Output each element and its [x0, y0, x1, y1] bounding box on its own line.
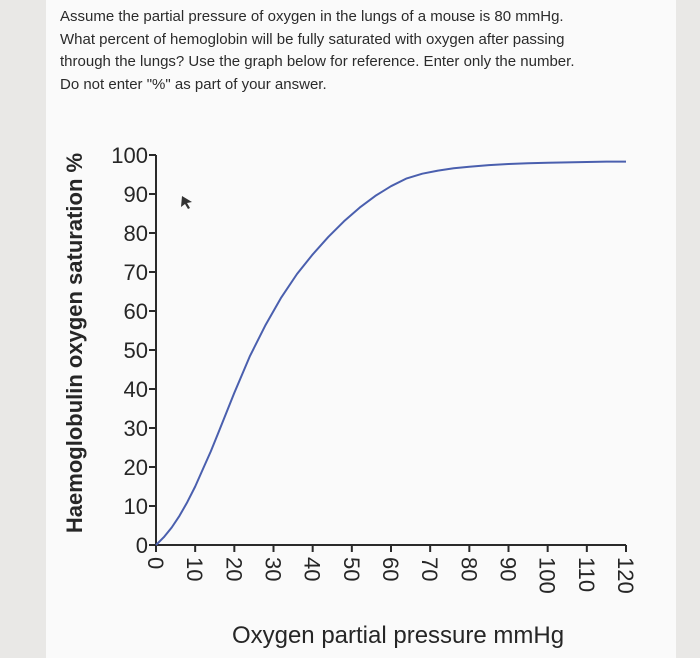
x-tick-label: 80 [456, 557, 481, 581]
x-tick-label: 70 [417, 557, 442, 581]
y-tick-label: 90 [124, 182, 148, 207]
y-axis-title: Haemoglobulin oxygen saturation % [62, 153, 87, 533]
x-tick-label: 0 [143, 557, 168, 569]
x-axis-title: Oxygen partial pressure mmHg [232, 622, 564, 649]
y-tick-label: 100 [111, 143, 148, 168]
x-tick-label: 50 [339, 557, 364, 581]
y-tick-label: 40 [124, 377, 148, 402]
y-tick-label: 30 [124, 416, 148, 441]
x-tick-label: 40 [300, 557, 325, 581]
x-tick-label: 60 [378, 557, 403, 581]
y-tick-label: 0 [136, 533, 148, 558]
y-tick-label: 10 [124, 494, 148, 519]
x-tick-label: 90 [496, 557, 521, 581]
x-tick-label: 30 [261, 557, 286, 581]
saturation-curve [155, 160, 626, 546]
x-tick-label: 100 [535, 557, 560, 594]
y-tick-label: 50 [124, 338, 148, 363]
y-tick-label: 20 [124, 455, 148, 480]
cursor-icon [181, 196, 192, 209]
y-tick-label: 70 [124, 260, 148, 285]
x-tick-label: 120 [613, 557, 638, 594]
question-text: Assume the partial pressure of oxygen in… [60, 8, 575, 93]
x-tick-label: 110 [574, 557, 599, 592]
y-tick-label: 60 [124, 299, 148, 324]
x-tick-label: 10 [182, 557, 207, 581]
x-tick-label: 20 [221, 557, 246, 581]
question-panel: Assume the partial pressure of oxygen in… [46, 0, 676, 658]
y-tick-label: 80 [124, 221, 148, 246]
